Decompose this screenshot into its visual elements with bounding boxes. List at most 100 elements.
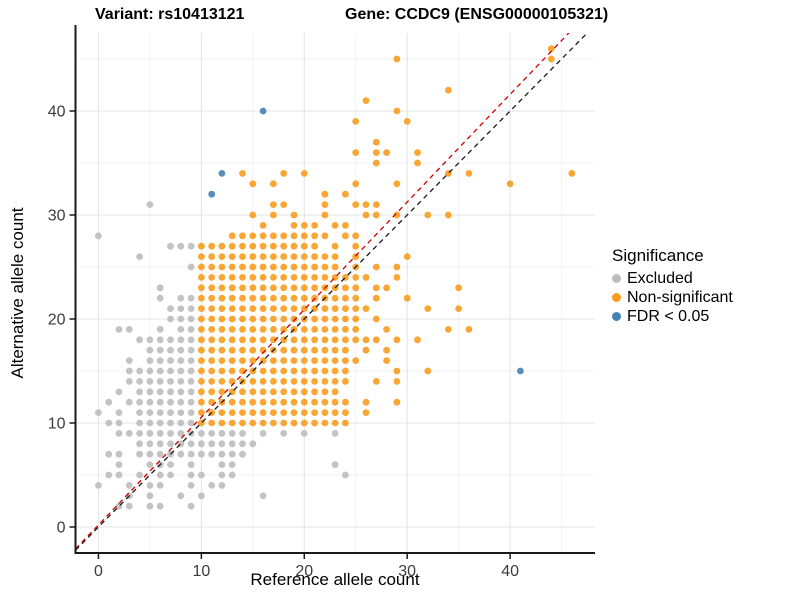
data-point: [270, 294, 277, 302]
data-point: [331, 367, 339, 375]
data-point: [208, 315, 216, 323]
data-point: [300, 398, 308, 406]
data-point: [259, 336, 267, 344]
data-point: [445, 211, 452, 219]
data-point: [270, 232, 277, 240]
data-point: [198, 315, 205, 323]
data-point: [249, 263, 257, 271]
data-point: [198, 450, 205, 458]
data-point: [228, 263, 236, 271]
data-point: [167, 398, 174, 406]
data-point: [331, 253, 339, 260]
data-point: [270, 409, 277, 416]
data-point: [362, 346, 370, 354]
data-point: [300, 284, 308, 292]
data-point: [228, 471, 236, 479]
data-point: [311, 419, 318, 427]
data-point: [239, 294, 246, 302]
data-point: [321, 388, 329, 396]
data-point: [187, 294, 195, 302]
data-point: [393, 336, 401, 344]
data-point: [321, 263, 329, 271]
data-point: [156, 450, 164, 458]
data-point: [259, 222, 267, 229]
data-point: [249, 440, 257, 448]
data-point: [270, 367, 277, 375]
data-point: [218, 263, 226, 271]
data-point: [136, 253, 144, 260]
legend-item-label: Excluded: [627, 269, 693, 287]
data-point: [187, 326, 195, 333]
data-point: [208, 419, 216, 427]
data-point: [393, 180, 401, 188]
data-point: [270, 242, 277, 250]
data-point: [228, 242, 236, 250]
data-point: [249, 398, 257, 406]
data-point: [403, 118, 411, 125]
x-tick-label: 0: [94, 563, 103, 580]
data-point: [105, 398, 113, 406]
data-point: [146, 492, 154, 500]
data-point: [239, 242, 246, 250]
data-point: [270, 263, 277, 271]
data-point: [156, 284, 164, 292]
data-point: [259, 315, 267, 323]
data-point: [362, 305, 370, 312]
data-point: [208, 378, 216, 385]
data-point: [259, 294, 267, 302]
data-point: [342, 305, 349, 312]
fdr-dot-icon: [612, 312, 621, 321]
y-tick-label: 0: [57, 520, 66, 537]
data-point: [280, 232, 288, 240]
data-point: [156, 367, 164, 375]
legend-item-label: FDR < 0.05: [627, 307, 710, 325]
data-point: [290, 367, 298, 375]
data-point: [228, 284, 236, 292]
data-point: [198, 263, 205, 271]
data-point: [218, 409, 226, 416]
excluded-dot-icon: [612, 274, 621, 283]
data-point: [280, 388, 288, 396]
data-point: [331, 461, 339, 468]
data-point: [331, 388, 339, 396]
data-point: [228, 357, 236, 364]
data-point: [249, 388, 257, 396]
data-point: [259, 409, 267, 416]
data-point: [115, 409, 123, 416]
data-point: [249, 274, 257, 281]
data-point: [95, 409, 102, 416]
data-point: [198, 367, 205, 375]
data-point: [547, 55, 555, 63]
data-point: [290, 242, 298, 250]
data-point: [156, 346, 164, 354]
data-point: [218, 315, 226, 323]
data-point: [198, 284, 205, 292]
data-point: [156, 502, 164, 510]
data-point: [177, 450, 185, 458]
data-point: [177, 294, 185, 302]
data-point: [372, 211, 380, 219]
data-point: [465, 170, 473, 177]
data-point: [300, 274, 308, 281]
data-point: [239, 284, 246, 292]
data-point: [167, 409, 174, 416]
data-point: [342, 315, 349, 323]
data-point: [187, 367, 195, 375]
data-point: [125, 367, 133, 375]
data-point: [187, 502, 195, 510]
data-point: [115, 450, 123, 458]
data-point: [218, 378, 226, 385]
data-point: [228, 336, 236, 344]
data-point: [270, 419, 277, 427]
data-point: [156, 482, 164, 489]
data-point: [218, 305, 226, 312]
data-point: [249, 232, 257, 240]
data-point: [156, 357, 164, 364]
data-point: [372, 315, 380, 323]
data-point: [300, 263, 308, 271]
data-point: [146, 440, 154, 448]
data-point: [177, 326, 185, 333]
data-point: [156, 336, 164, 344]
data-point: [115, 430, 123, 437]
